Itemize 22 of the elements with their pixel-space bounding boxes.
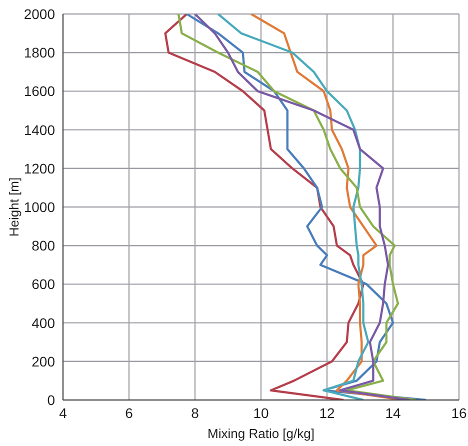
y-tick-label: 2000 <box>24 6 56 22</box>
y-tick-label: 0 <box>47 392 56 408</box>
x-axis-title: Mixing Ratio [g/kg] <box>208 426 314 441</box>
x-tick-label: 14 <box>385 404 401 421</box>
y-tick-label: 200 <box>32 353 56 370</box>
x-tick-label: 6 <box>125 404 134 421</box>
y-tick-label: 1800 <box>24 44 56 61</box>
y-tick-label: 1000 <box>24 198 56 215</box>
x-tick-label: 8 <box>191 404 200 421</box>
y-tick-label: 800 <box>32 238 56 254</box>
x-tick-label: 16 <box>451 404 467 421</box>
y-tick-label: 1200 <box>24 160 56 176</box>
x-tick-label: 10 <box>253 404 269 421</box>
line-series <box>217 14 370 400</box>
line-series <box>164 14 364 400</box>
y-tick-label: 1400 <box>24 122 56 138</box>
y-tick-label: 400 <box>32 314 56 331</box>
y-axis-title: Height [m] <box>6 177 22 237</box>
y-tick-label: 600 <box>32 276 56 292</box>
y-tick-label: 1600 <box>24 83 56 100</box>
x-tick-label: 4 <box>59 404 68 421</box>
x-tick-label: 12 <box>319 404 335 421</box>
